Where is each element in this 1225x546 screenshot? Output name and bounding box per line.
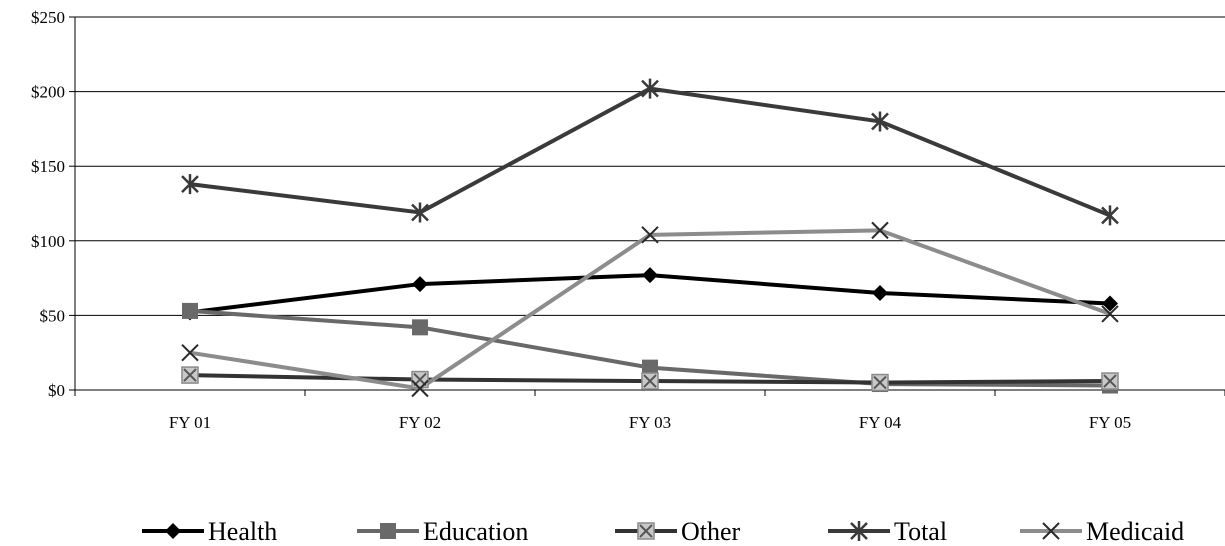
legend-label: Education xyxy=(423,517,528,546)
data-point-total xyxy=(641,78,659,99)
x-tick-label: FY 01 xyxy=(169,413,211,432)
data-point-education xyxy=(182,302,198,319)
data-point-health xyxy=(412,276,428,293)
series-line-total xyxy=(189,86,1111,218)
data-point-other xyxy=(411,370,429,389)
data-point-total xyxy=(871,111,889,132)
axes xyxy=(74,17,1225,391)
series-layer xyxy=(181,78,1119,398)
y-tick-label: $150 xyxy=(31,157,65,176)
data-point-other xyxy=(871,373,889,392)
legend-item-total: Total xyxy=(828,517,947,546)
data-point-other xyxy=(181,366,199,384)
legend: Health Education Other Total Medicaid xyxy=(142,517,1184,546)
x-tick-label: FY 03 xyxy=(629,413,671,432)
gridlines xyxy=(75,16,1225,316)
y-tick-label: $200 xyxy=(31,83,65,102)
legend-item-other: Other xyxy=(615,517,741,546)
data-point-medicaid xyxy=(1101,305,1119,323)
data-point-education xyxy=(642,359,658,376)
data-point-health xyxy=(872,285,888,302)
legend-label: Medicaid xyxy=(1086,517,1184,546)
data-point-medicaid xyxy=(641,226,659,244)
y-tick-label: $250 xyxy=(31,8,65,27)
legend-marker xyxy=(850,521,868,541)
data-point-medicaid xyxy=(181,343,199,362)
legend-item-education: Education xyxy=(357,517,528,546)
data-point-total xyxy=(181,174,199,195)
data-point-health xyxy=(1102,295,1118,312)
legend-item-health: Health xyxy=(142,517,277,546)
legend-label: Total xyxy=(894,517,947,546)
data-point-other xyxy=(1101,372,1119,390)
x-axis-ticks: FY 01 FY 02 FY 03 FY 04 FY 05 xyxy=(74,390,1225,432)
legend-item-medicaid: Medicaid xyxy=(1020,517,1184,546)
legend-label: Health xyxy=(208,517,277,546)
data-point-other xyxy=(641,372,659,390)
legend-label: Other xyxy=(681,517,741,546)
x-tick-label: FY 02 xyxy=(399,413,441,432)
data-point-total xyxy=(411,202,429,223)
data-point-education xyxy=(412,319,428,336)
legend-marker xyxy=(637,522,655,540)
y-tick-label: $50 xyxy=(40,306,66,325)
x-tick-label: FY 04 xyxy=(859,413,902,432)
y-axis-ticks: $0 $50 $100 $150 $200 $250 xyxy=(31,8,75,400)
legend-marker xyxy=(165,523,181,539)
data-point-medicaid xyxy=(871,221,889,240)
legend-marker xyxy=(380,523,396,539)
data-point-medicaid xyxy=(411,379,429,398)
data-point-health xyxy=(642,267,658,284)
data-point-total xyxy=(1101,205,1119,226)
legend-marker xyxy=(1042,522,1060,540)
y-tick-label: $0 xyxy=(48,381,65,400)
y-tick-label: $100 xyxy=(31,232,65,251)
x-tick-label: FY 05 xyxy=(1089,413,1131,432)
